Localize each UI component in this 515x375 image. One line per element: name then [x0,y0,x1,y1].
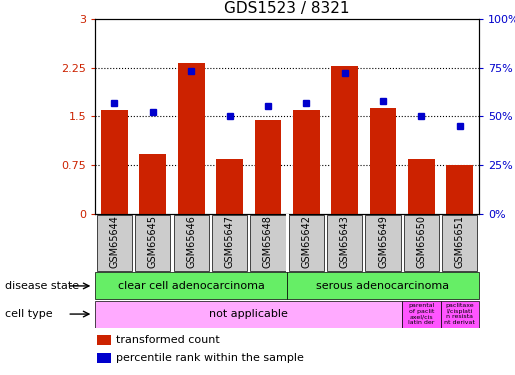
FancyBboxPatch shape [288,215,324,271]
Bar [97,352,111,363]
FancyBboxPatch shape [174,215,209,271]
FancyBboxPatch shape [212,215,247,271]
Text: GSM65649: GSM65649 [378,216,388,268]
FancyBboxPatch shape [402,301,441,328]
Text: clear cell adenocarcinoma: clear cell adenocarcinoma [118,281,265,291]
Text: GSM65650: GSM65650 [417,216,426,268]
Bar [447,165,473,214]
FancyBboxPatch shape [250,215,286,271]
Text: not applicable: not applicable [209,309,288,319]
Bar [254,120,281,214]
Text: cell type: cell type [5,309,53,319]
Bar [408,159,435,214]
Text: transformed count: transformed count [116,335,220,345]
Text: parental
of paclit
axel/cis
latin der: parental of paclit axel/cis latin der [408,303,435,325]
Text: GSM65651: GSM65651 [455,216,465,268]
Text: GSM65644: GSM65644 [110,216,119,268]
FancyBboxPatch shape [97,215,132,271]
Text: paclitaxe
l/cisplati
n resista
nt derivat: paclitaxe l/cisplati n resista nt deriva… [444,303,475,325]
FancyBboxPatch shape [287,272,479,299]
Bar [101,110,128,214]
Text: percentile rank within the sample: percentile rank within the sample [116,353,304,363]
Bar [216,159,243,214]
FancyBboxPatch shape [365,215,401,271]
Text: GSM65647: GSM65647 [225,216,234,268]
FancyBboxPatch shape [404,215,439,271]
FancyBboxPatch shape [135,215,170,271]
Bar [140,154,166,214]
Text: serous adenocarcinoma: serous adenocarcinoma [317,281,450,291]
FancyBboxPatch shape [441,301,479,328]
Title: GDS1523 / 8321: GDS1523 / 8321 [225,1,350,16]
Text: GSM65643: GSM65643 [340,216,350,268]
Text: GSM65642: GSM65642 [301,216,311,268]
FancyBboxPatch shape [95,272,287,299]
Text: GSM65648: GSM65648 [263,216,273,268]
FancyBboxPatch shape [327,215,363,271]
FancyBboxPatch shape [286,214,288,272]
Text: GSM65645: GSM65645 [148,216,158,268]
Bar [178,63,204,214]
FancyBboxPatch shape [95,301,402,328]
Text: disease state: disease state [5,281,79,291]
Bar [97,334,111,345]
Text: GSM65646: GSM65646 [186,216,196,268]
Bar [370,108,397,214]
Bar [331,66,358,214]
FancyBboxPatch shape [442,215,477,271]
Bar [293,110,320,214]
